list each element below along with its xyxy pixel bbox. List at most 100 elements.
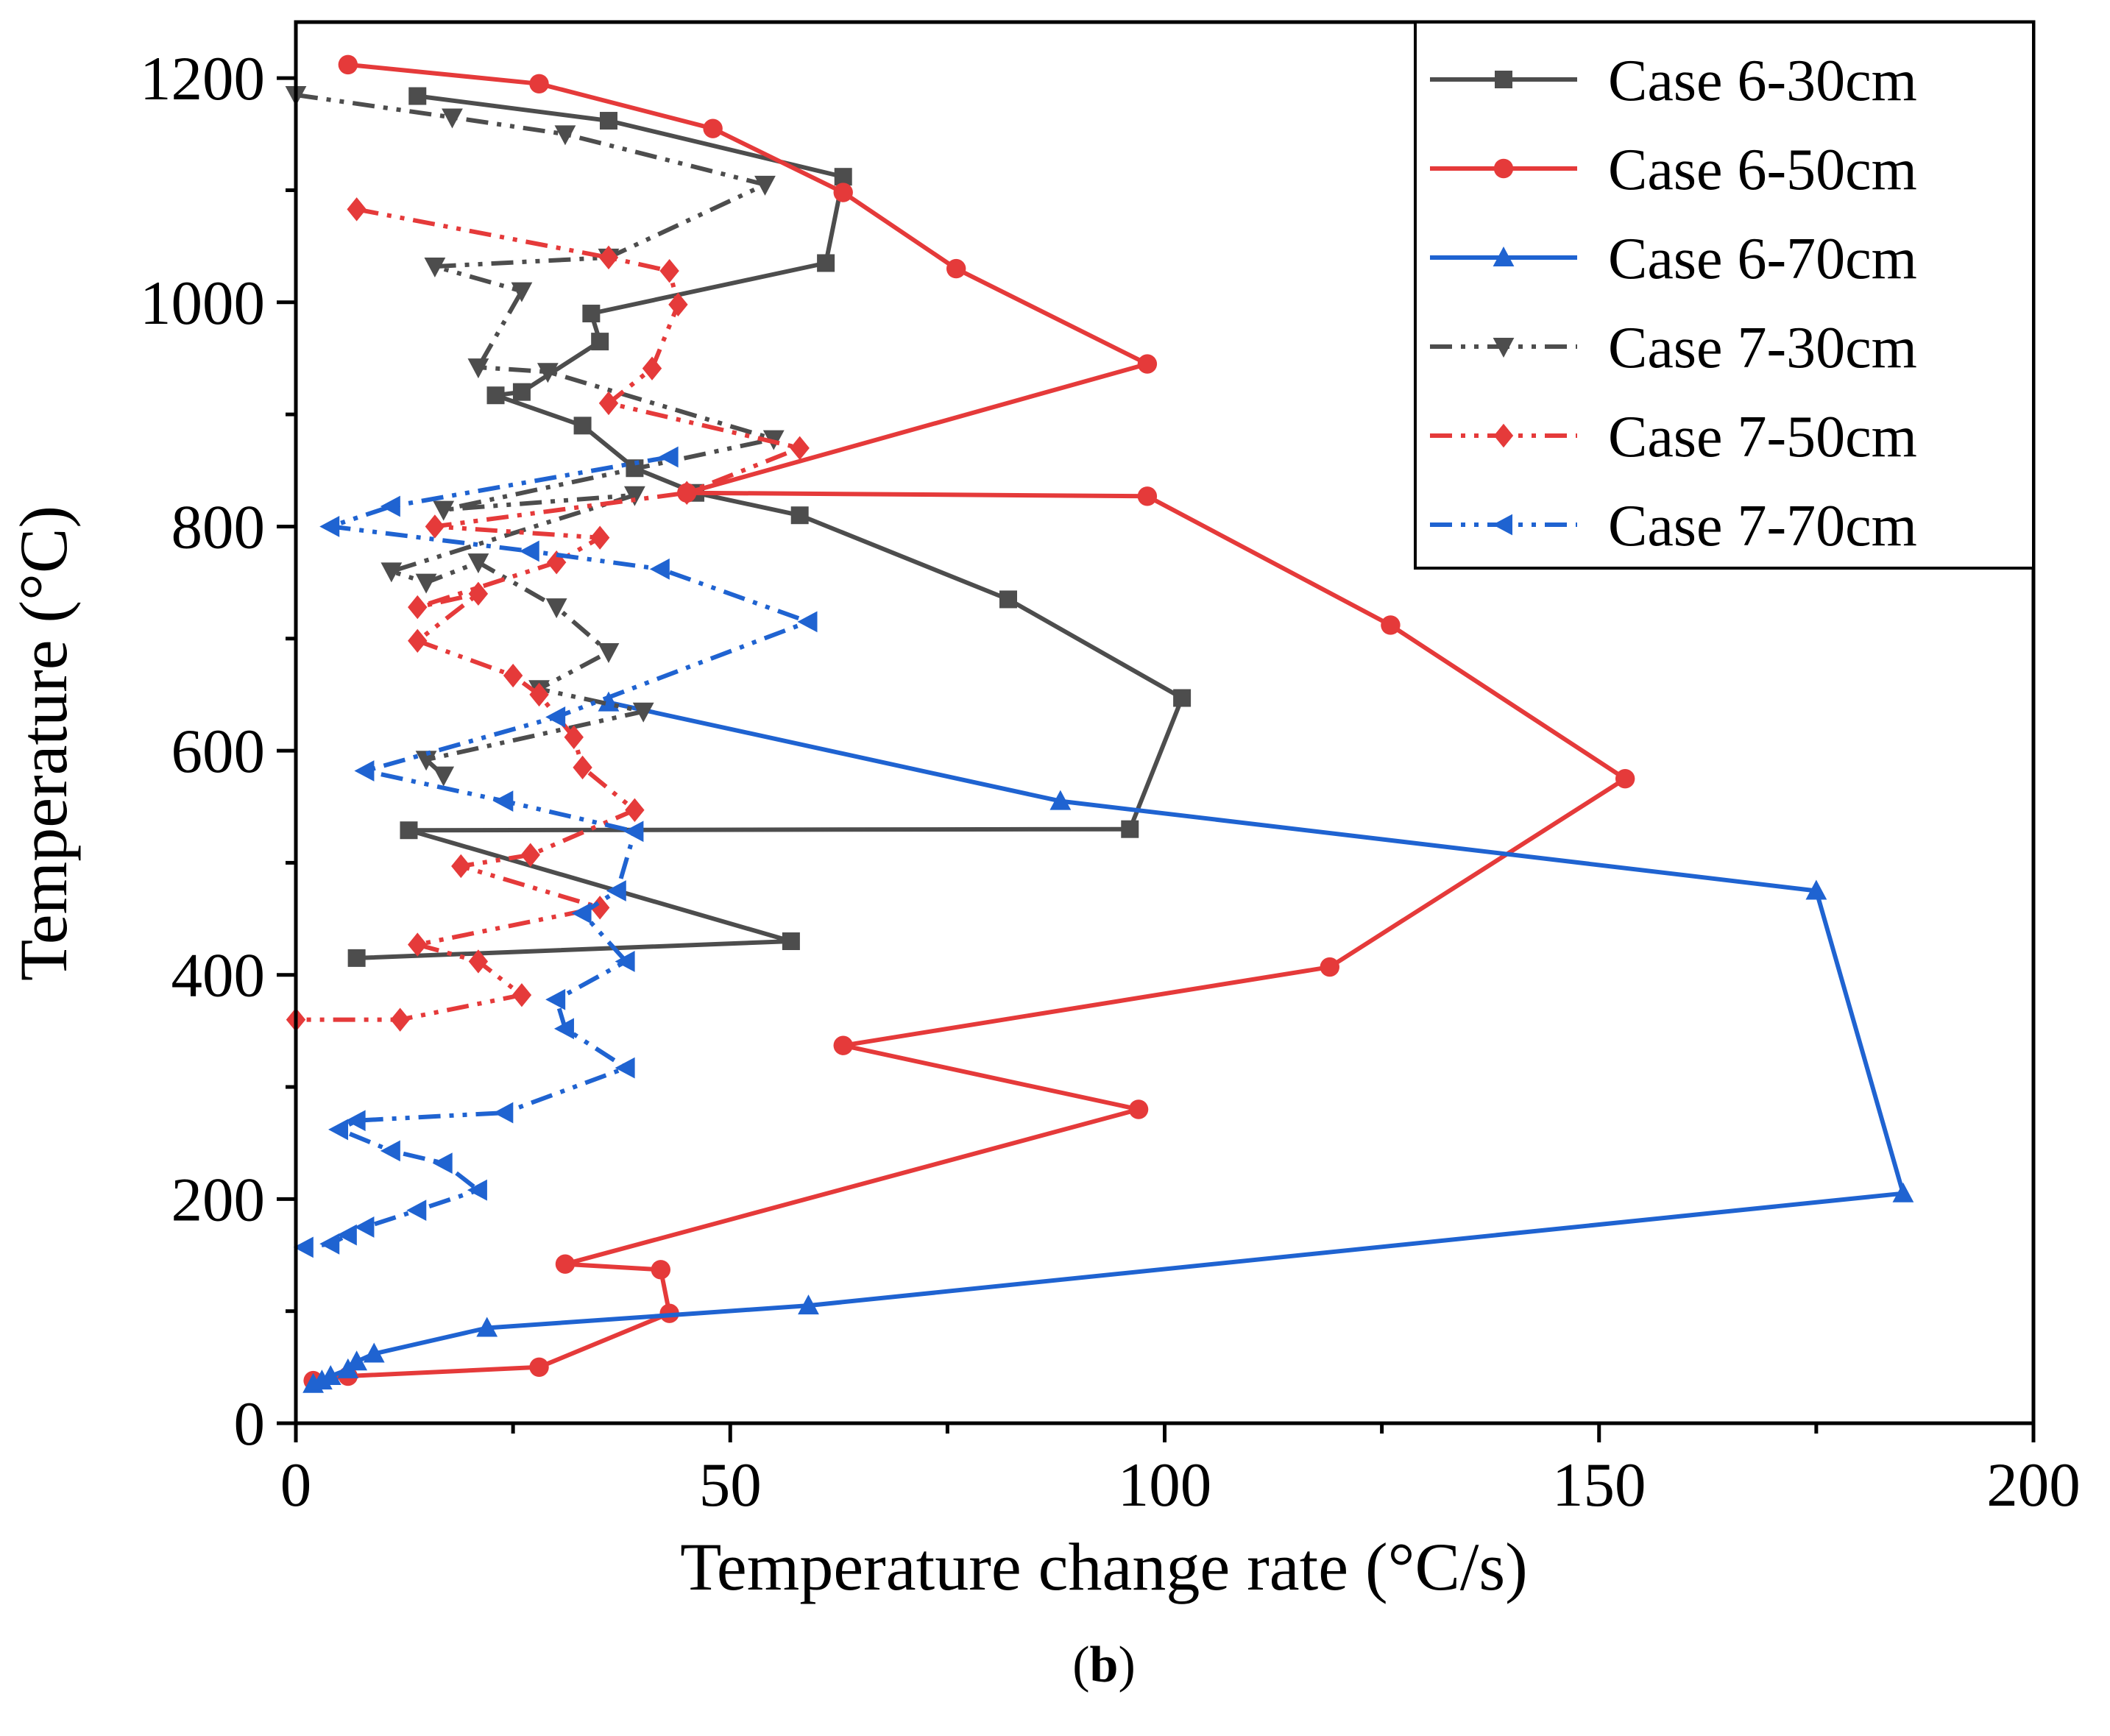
- data-point: [590, 896, 610, 920]
- data-point: [623, 486, 645, 506]
- data-point: [451, 854, 471, 879]
- data-point: [390, 1007, 410, 1032]
- data-point: [1320, 957, 1339, 977]
- legend-label: Case 7-70cm: [1608, 494, 1917, 559]
- data-point: [529, 1357, 549, 1378]
- legend-marker: [1493, 423, 1514, 448]
- x-tick-label: 50: [699, 1450, 762, 1520]
- data-point: [797, 611, 818, 633]
- data-point: [293, 1236, 314, 1258]
- data-point: [615, 951, 635, 972]
- data-point: [545, 598, 567, 619]
- data-point: [486, 386, 505, 405]
- data-point: [408, 628, 428, 653]
- x-tick-label: 0: [280, 1450, 312, 1520]
- y-tick-label: 1000: [140, 269, 265, 338]
- data-point: [519, 540, 539, 562]
- data-point: [833, 1035, 853, 1055]
- data-point: [642, 356, 662, 380]
- data-point: [511, 982, 532, 1007]
- data-point: [380, 1140, 400, 1162]
- data-point: [408, 595, 428, 620]
- data-point: [493, 790, 514, 812]
- data-point: [545, 988, 566, 1010]
- y-tick-label: 1200: [140, 44, 265, 113]
- series-case-7-30cm: [285, 86, 785, 787]
- data-point: [1137, 486, 1158, 506]
- data-point: [571, 902, 592, 924]
- data-point: [503, 663, 523, 688]
- panel-label-close: ): [1118, 1637, 1135, 1693]
- data-point: [649, 558, 670, 580]
- series-case-6-70cm: [302, 691, 1914, 1393]
- data-point: [380, 562, 403, 583]
- legend: Case 6-30cm Case 6-50cm Case 6-70cm Case 7-…: [1414, 21, 2035, 570]
- data-point: [319, 516, 340, 537]
- data-point: [658, 446, 679, 468]
- data-point: [529, 682, 549, 707]
- data-point: [606, 880, 626, 901]
- legend-marker: [1493, 514, 1512, 536]
- data-point: [946, 258, 966, 279]
- data-point: [529, 74, 549, 93]
- y-tick-label: 400: [171, 941, 266, 1010]
- data-point: [554, 125, 576, 146]
- panel-label: (b): [1072, 1637, 1136, 1693]
- data-point: [817, 254, 835, 272]
- data-point: [677, 481, 697, 505]
- data-point: [1049, 790, 1072, 810]
- series-case-7-70cm: [293, 446, 818, 1258]
- x-axis-title: Temperature change rate (°C/s): [680, 1529, 1528, 1604]
- panel-label-letter: b: [1090, 1637, 1119, 1693]
- data-point: [1128, 1099, 1149, 1119]
- data-point: [467, 553, 489, 574]
- data-point: [1173, 689, 1192, 707]
- data-point: [415, 573, 437, 594]
- data-point: [319, 1365, 341, 1386]
- data-point: [380, 495, 400, 517]
- data-point: [573, 417, 592, 435]
- data-point: [476, 1317, 498, 1337]
- data-point: [346, 1350, 368, 1371]
- data-point: [553, 1018, 574, 1040]
- data-point: [798, 1294, 819, 1315]
- legend-label: Case 7-30cm: [1608, 316, 1917, 380]
- data-point: [442, 108, 463, 129]
- data-point: [345, 1110, 366, 1132]
- y-tick-label: 600: [171, 717, 266, 786]
- data-point: [354, 1216, 375, 1238]
- y-axis-title: Temperature (°C): [6, 506, 81, 981]
- data-point: [425, 514, 445, 539]
- data-point: [590, 525, 610, 550]
- data-point: [432, 1152, 453, 1175]
- data-point: [1121, 820, 1139, 838]
- data-point: [338, 54, 358, 75]
- data-point: [754, 175, 776, 196]
- data-point: [520, 843, 540, 867]
- data-point: [668, 292, 688, 317]
- legend-marker: [1493, 338, 1515, 358]
- data-point: [703, 118, 723, 138]
- data-point: [468, 949, 489, 974]
- data-point: [347, 949, 366, 967]
- x-tick-label: 150: [1552, 1450, 1646, 1520]
- data-point: [467, 1179, 487, 1201]
- data-point: [415, 751, 437, 771]
- series-case-6-30cm: [347, 87, 1192, 967]
- data-point: [363, 1342, 385, 1363]
- data-point: [493, 1102, 514, 1124]
- data-point: [632, 702, 654, 723]
- x-tick-label: 100: [1118, 1450, 1212, 1520]
- data-point: [790, 506, 809, 525]
- data-point: [790, 436, 810, 461]
- legend-marker: [1493, 247, 1515, 266]
- data-point: [1892, 1182, 1914, 1202]
- data-point: [408, 87, 427, 105]
- data-point: [424, 258, 446, 278]
- data-point: [347, 197, 367, 222]
- data-point: [400, 821, 418, 840]
- series-line: [356, 93, 1185, 960]
- legend-label: Case 6-30cm: [1608, 49, 1917, 113]
- data-point: [834, 168, 852, 186]
